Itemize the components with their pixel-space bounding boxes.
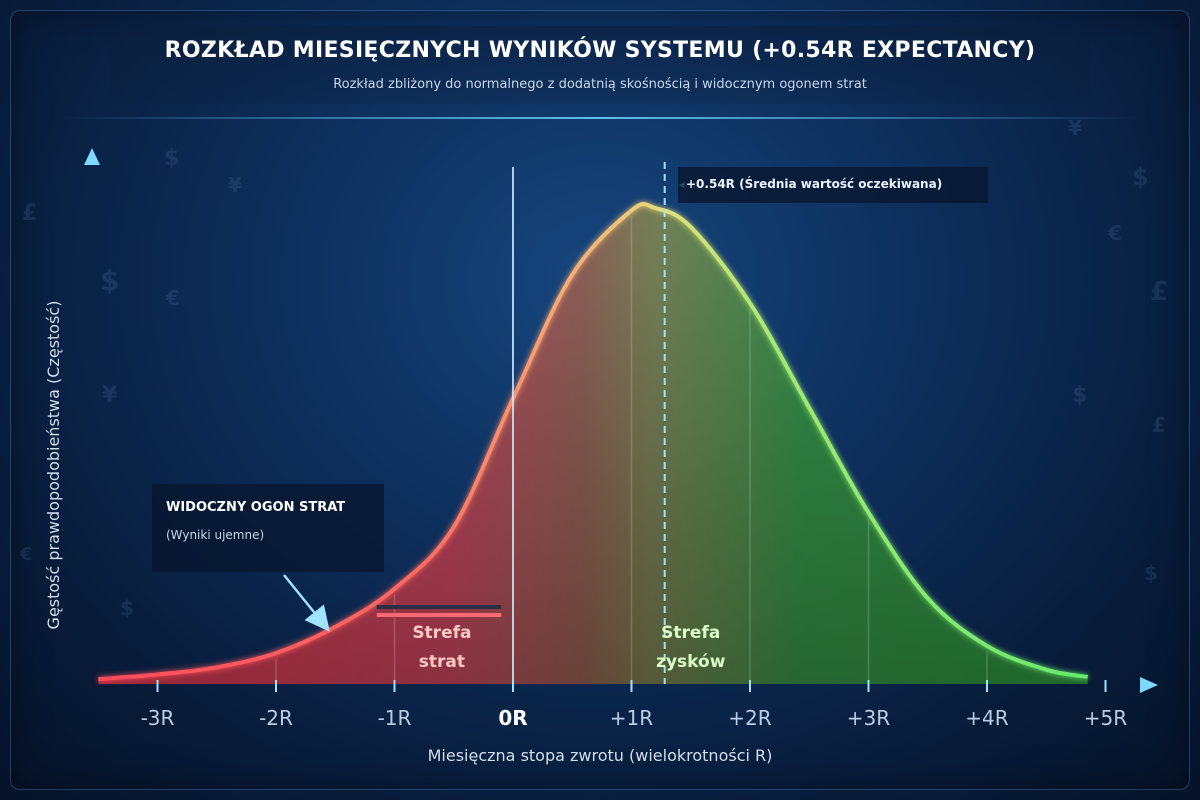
x-tick-label: -3R — [141, 706, 175, 730]
distribution-area-shade — [98, 203, 1088, 685]
dollar-icon: $ — [1072, 383, 1087, 408]
loss-tail-subtitle: (Wyniki ujemne) — [166, 528, 265, 542]
y-axis-arrow-icon — [84, 148, 100, 165]
chart-subtitle: Rozkład zbliżony do normalnego z dodatni… — [333, 77, 867, 92]
mean-annotation-label: +0.54R (Średnia wartość oczekiwana) — [686, 177, 943, 191]
x-tick-label: -2R — [259, 706, 293, 730]
dollar-icon: $ — [1132, 163, 1149, 191]
pound-icon: £ — [1152, 413, 1166, 437]
profit-zone-label-line1: Strefa — [661, 623, 720, 643]
x-axis-title: Miesięczna stopa zwrotu (wielokrotności … — [428, 746, 773, 765]
chart-title: ROZKŁAD MIESIĘCZNYCH WYNIKÓW SYSTEMU (+0… — [164, 38, 1036, 63]
dollar-icon: $ — [164, 146, 179, 171]
yen-icon: ¥ — [1068, 116, 1082, 140]
mean-annotation: +0.54R (Średnia wartość oczekiwana) — [678, 167, 988, 203]
x-tick-label: +2R — [728, 706, 771, 730]
dollar-icon: $ — [100, 264, 119, 297]
x-axis-ticks — [156, 680, 1107, 692]
profit-zone-label-line2: zysków — [656, 652, 726, 672]
x-tick-label: +3R — [847, 706, 890, 730]
dollar-icon: $ — [1144, 561, 1158, 585]
grid-lines — [156, 216, 1107, 690]
x-axis-tick-labels: -3R -2R -1R 0R +1R +2R +3R +4R +5R — [141, 706, 1128, 730]
pound-icon: £ — [1150, 277, 1168, 307]
euro-icon: € — [19, 544, 33, 565]
loss-tail-annotation: WIDOCZNY OGON STRAT (Wyniki ujemne) — [152, 484, 384, 572]
yen-icon: ¥ — [228, 173, 242, 197]
loss-zone-label-line2: strat — [419, 652, 465, 672]
euro-icon: € — [165, 286, 180, 310]
euro-icon: € — [1107, 221, 1122, 245]
distribution-curve — [98, 201, 1089, 682]
tail-arrow-icon — [283, 574, 330, 632]
x-tick-label: +4R — [965, 706, 1008, 730]
loss-tail-title: WIDOCZNY OGON STRAT — [166, 500, 346, 515]
x-axis-arrow-icon — [1140, 677, 1158, 693]
x-tick-label: +5R — [1084, 706, 1127, 730]
x-tick-label: +1R — [610, 706, 653, 730]
x-tick-label: 0R — [498, 706, 527, 730]
loss-zone-label-line1: Strefa — [412, 623, 471, 643]
dollar-icon: $ — [120, 596, 134, 620]
pound-icon: £ — [22, 201, 37, 226]
title-panel: ROZKŁAD MIESIĘCZNYCH WYNIKÓW SYSTEMU (+0… — [110, 26, 1090, 104]
x-tick-label: -1R — [378, 706, 412, 730]
background-currency-icons: $ ¥ £ $ € ¥ ¥ $ € £ $ £ $ € $ — [19, 116, 1168, 620]
title-divider — [60, 117, 1140, 119]
y-axis-title: Gęstość prawdopodobieństwa (Częstość) — [44, 301, 63, 630]
yen-icon: ¥ — [102, 383, 118, 408]
